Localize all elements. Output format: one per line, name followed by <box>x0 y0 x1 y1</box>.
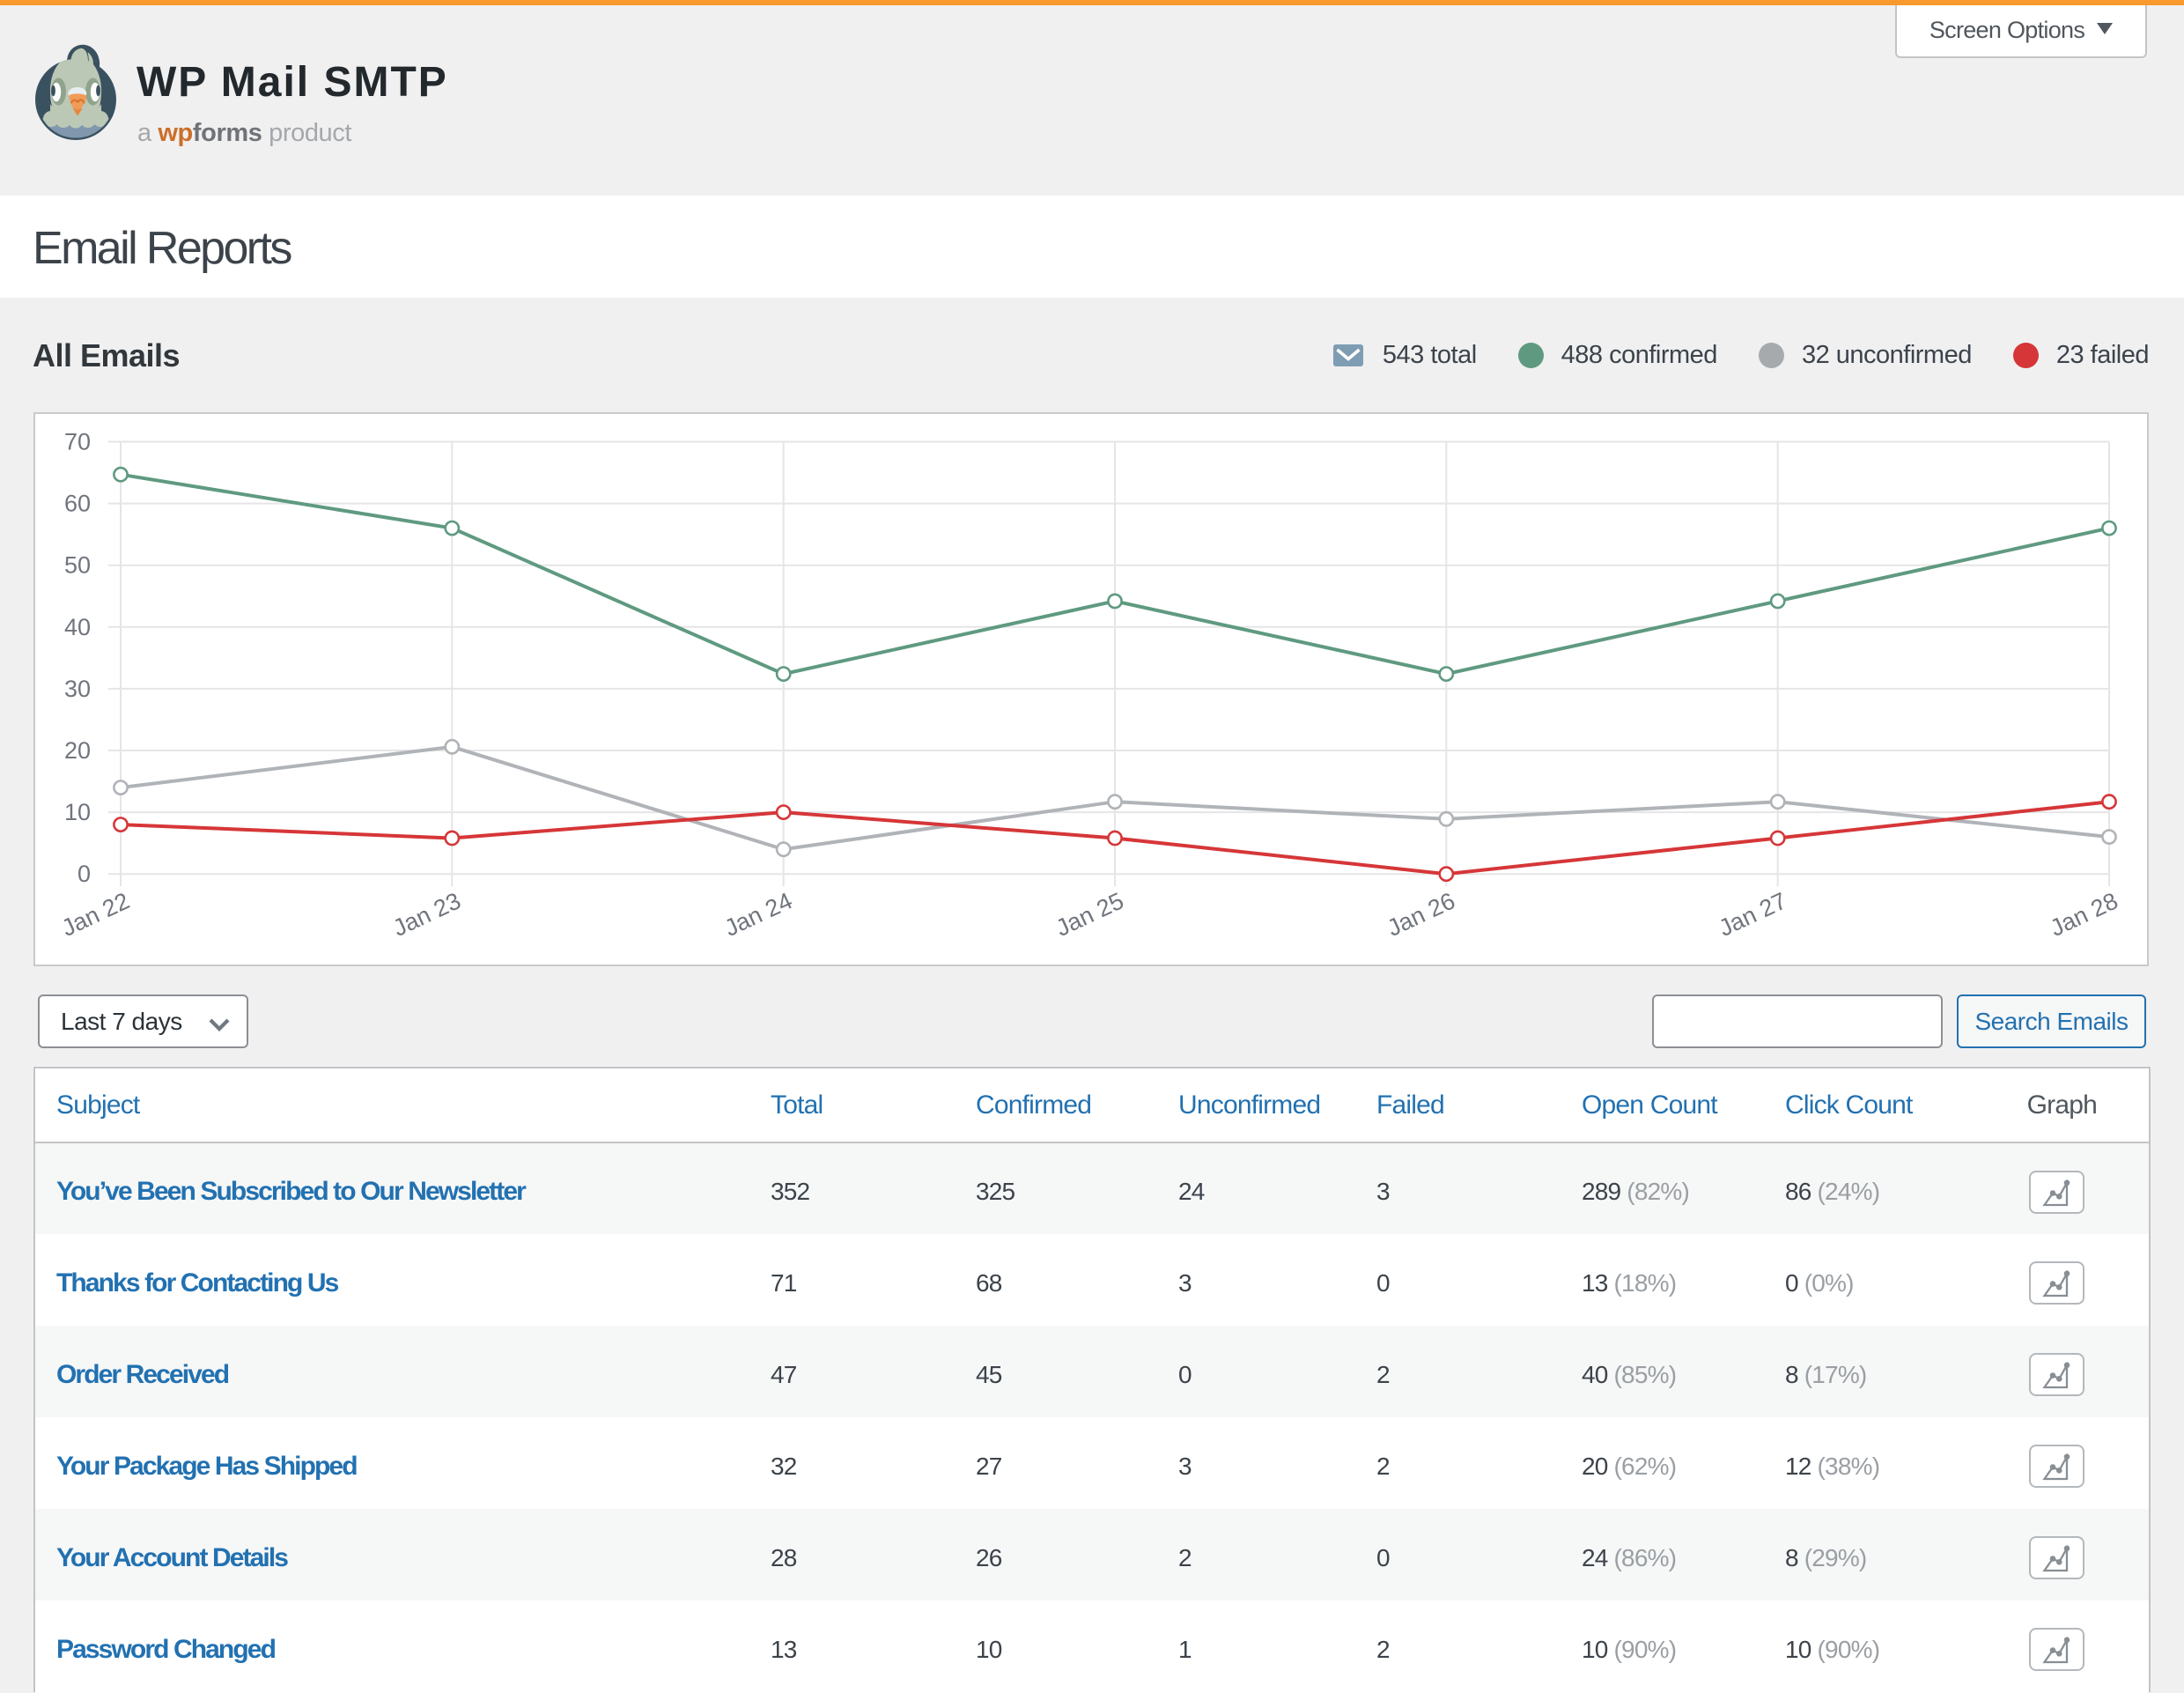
svg-text:Jan 22: Jan 22 <box>57 887 133 941</box>
svg-text:0: 0 <box>77 861 91 887</box>
svg-text:20: 20 <box>64 737 91 764</box>
svg-text:50: 50 <box>64 552 91 579</box>
svg-text:Jan 27: Jan 27 <box>1715 887 1790 941</box>
svg-text:Jan 25: Jan 25 <box>1051 887 1127 941</box>
svg-text:10: 10 <box>64 799 91 825</box>
svg-text:70: 70 <box>64 429 91 455</box>
svg-text:Jan 26: Jan 26 <box>1383 887 1459 941</box>
svg-text:60: 60 <box>64 491 91 517</box>
svg-text:40: 40 <box>64 614 91 640</box>
svg-text:30: 30 <box>64 676 91 702</box>
svg-text:Jan 24: Jan 24 <box>720 887 796 941</box>
svg-text:Jan 28: Jan 28 <box>2046 887 2121 941</box>
svg-text:Jan 23: Jan 23 <box>389 887 465 941</box>
